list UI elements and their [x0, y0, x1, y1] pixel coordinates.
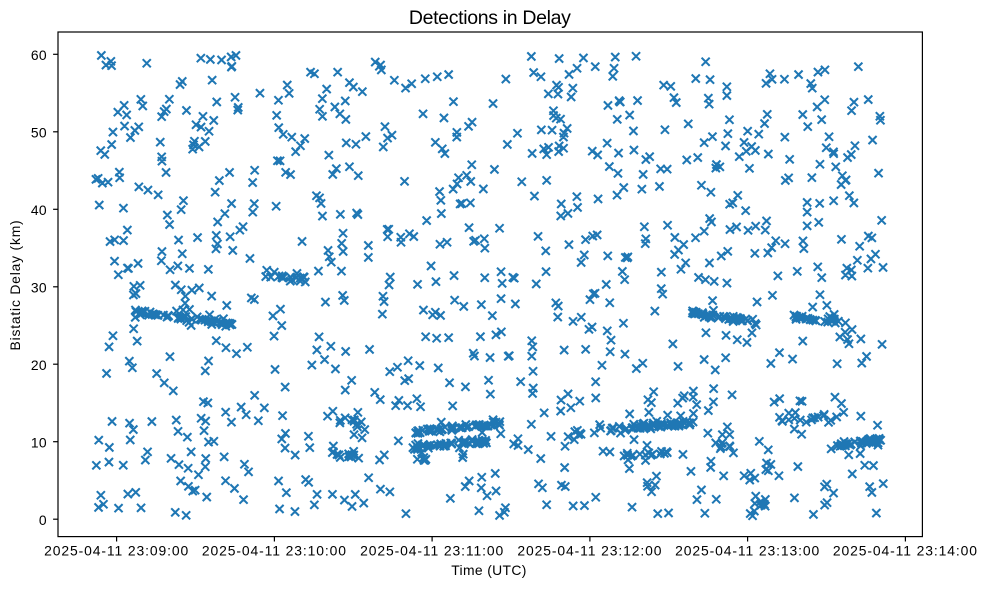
- svg-text:0: 0: [39, 512, 47, 528]
- svg-text:2025-04-11 23:14:00: 2025-04-11 23:14:00: [833, 543, 978, 559]
- svg-text:60: 60: [31, 47, 47, 63]
- svg-text:2025-04-11 23:13:00: 2025-04-11 23:13:00: [675, 543, 820, 559]
- svg-text:2025-04-11 23:10:00: 2025-04-11 23:10:00: [202, 543, 347, 559]
- svg-text:Detections in Delay: Detections in Delay: [409, 7, 571, 29]
- svg-text:Time (UTC): Time (UTC): [451, 562, 527, 578]
- svg-text:10: 10: [31, 434, 47, 450]
- svg-text:30: 30: [31, 279, 47, 295]
- svg-text:2025-04-11 23:11:00: 2025-04-11 23:11:00: [360, 543, 504, 559]
- svg-text:50: 50: [31, 124, 47, 140]
- svg-text:2025-04-11 23:12:00: 2025-04-11 23:12:00: [517, 543, 662, 559]
- svg-text:20: 20: [31, 357, 47, 373]
- svg-text:Bistatic Delay (km): Bistatic Delay (km): [7, 220, 23, 351]
- svg-text:2025-04-11 23:09:00: 2025-04-11 23:09:00: [44, 543, 189, 559]
- svg-text:40: 40: [31, 202, 47, 218]
